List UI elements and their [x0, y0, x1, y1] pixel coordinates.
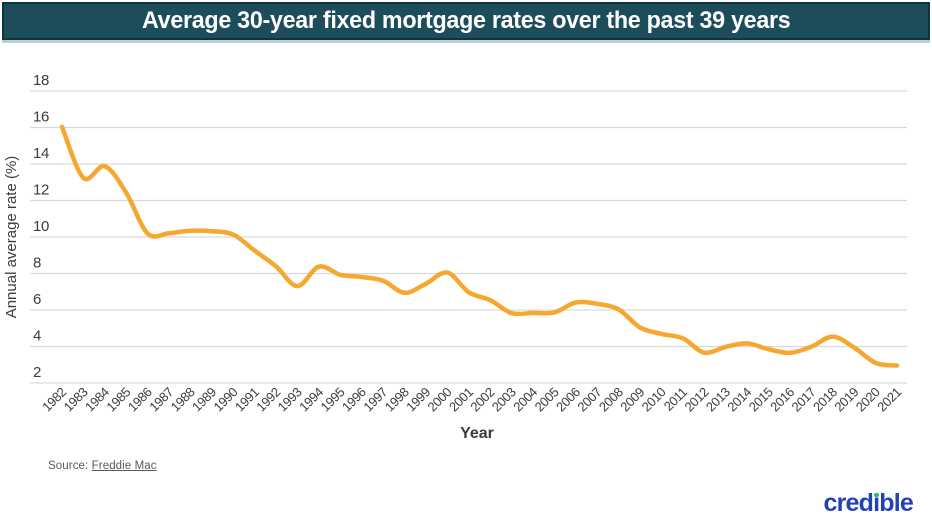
- axis-titles: Year Annual average rate (%): [3, 156, 494, 442]
- y-tick-label: 6: [33, 291, 41, 308]
- source-link[interactable]: Freddie Mac: [91, 460, 157, 472]
- y-tick-label: 14: [33, 145, 49, 162]
- y-axis-title: Annual average rate (%): [3, 156, 20, 319]
- logo-i: ı: [873, 489, 880, 517]
- x-tick-label: 2021: [874, 384, 904, 414]
- y-tick-label: 12: [33, 182, 49, 199]
- logo-i-dot: [874, 492, 879, 497]
- chart-title-banner: Average 30-year fixed mortgage rates ove…: [2, 2, 930, 40]
- credible-logo: credı ble: [823, 489, 914, 517]
- y-axis-tick-labels: 2 4 6 8 10 12 14 16 18: [33, 72, 49, 381]
- y-tick-label: 10: [33, 218, 49, 235]
- x-axis-title: Year: [460, 425, 494, 442]
- logo-text-end: ble: [879, 489, 914, 517]
- y-tick-label: 16: [33, 109, 49, 126]
- logo-text: cred: [823, 489, 874, 517]
- source-attribution: Source: Freddie Mac: [48, 460, 157, 472]
- y-tick-label: 8: [33, 255, 41, 272]
- page-title: Average 30-year fixed mortgage rates ove…: [141, 7, 791, 34]
- y-tick-label: 4: [33, 328, 41, 345]
- rate-line-series: [59, 124, 900, 368]
- x-axis-tick-labels: 1982198319841985198619871988198919901991…: [39, 384, 904, 414]
- y-tick-label: 18: [33, 72, 49, 89]
- gridlines: [30, 90, 907, 384]
- source-label: Source:: [48, 460, 92, 472]
- y-tick-label: 2: [33, 364, 41, 381]
